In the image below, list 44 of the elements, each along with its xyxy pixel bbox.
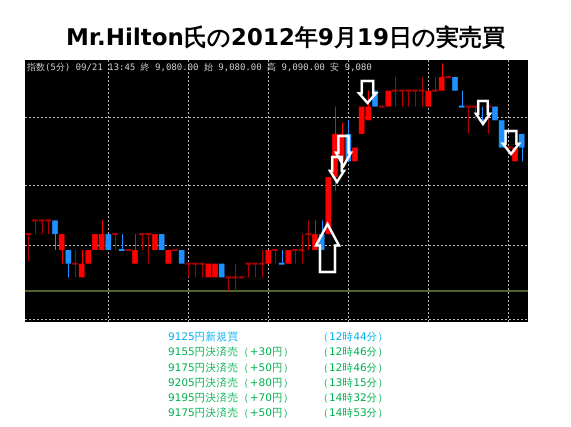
text: （14時53分） (318, 406, 389, 422)
text: 9175円決済売（+50円） (168, 360, 295, 376)
text: 9155円決済売（+30円） (168, 345, 295, 360)
candlestick (72, 250, 78, 278)
text: （13時15分） (318, 376, 389, 391)
candlestick (266, 250, 272, 264)
candlestick (218, 263, 224, 278)
candlestick (286, 250, 292, 264)
candlestick (152, 234, 158, 251)
candlestick (386, 90, 392, 108)
candlestick (438, 62, 444, 92)
candlestick (306, 220, 312, 251)
candlestick (58, 234, 64, 264)
candlestick (178, 250, 184, 264)
annotation: 指数(5分) 09/21 13:45 終 9,080.00 始 9,080.00 高 9,090.00 安 9,080 (27, 62, 372, 74)
candlestick (492, 106, 498, 121)
candlestick (112, 233, 118, 251)
candlestick (26, 233, 32, 262)
text: 9125円新規買 (168, 330, 240, 345)
candlestick (118, 234, 124, 252)
candlestick (426, 90, 432, 108)
text: 9205円決済売（+80円） (168, 376, 295, 391)
text: （12時46分） (318, 360, 389, 376)
candlestick (86, 250, 92, 264)
candlestick (458, 90, 464, 108)
text: （14時32分） (318, 391, 389, 406)
text: （12時44分） (318, 330, 389, 345)
chart-title: Mr.Hilton氏の2012年9月19日の実売買 (65, 24, 506, 53)
candlestick (52, 220, 58, 251)
candlestick (278, 250, 284, 265)
text: 9175円決済売（+50円） (168, 406, 295, 422)
candlestick (78, 250, 84, 278)
candlestick (106, 234, 112, 251)
candlestick (66, 250, 72, 278)
candlestick (518, 133, 524, 162)
candlestick (452, 76, 458, 92)
candlestick (352, 147, 358, 162)
text: （12時46分） (318, 345, 389, 360)
text: 9195円決済売（+70円） (168, 391, 295, 406)
candlestick (158, 234, 164, 251)
candlestick (132, 234, 138, 264)
candlestick (166, 250, 172, 264)
candlestick (272, 249, 278, 264)
candlestick (432, 76, 438, 92)
